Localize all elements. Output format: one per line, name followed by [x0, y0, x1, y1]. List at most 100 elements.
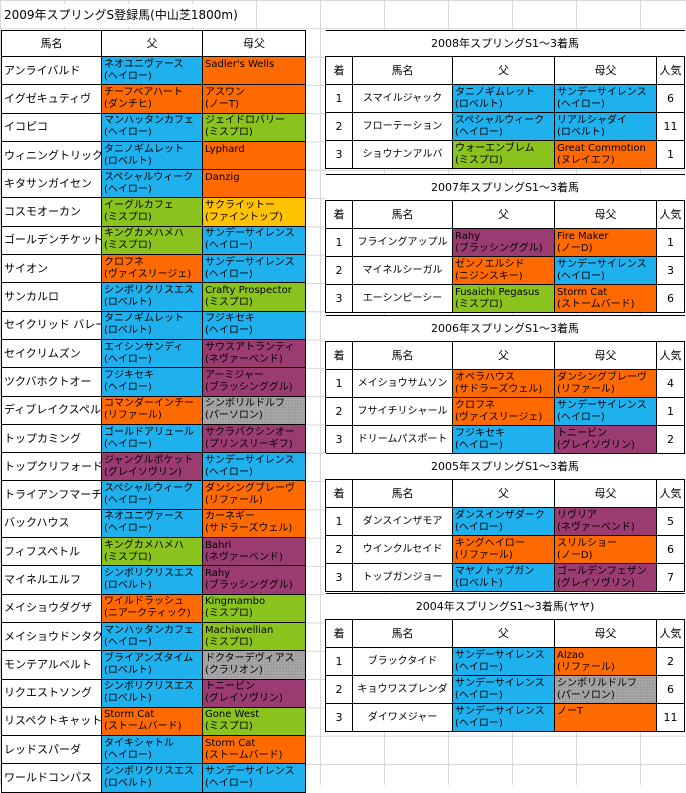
- column-header: 母父: [554, 56, 657, 85]
- results-table: 2004年スプリングS1～3着馬(ヤヤ) 着馬名父母父 人気 1 ブラックタイド サンデー…: [325, 593, 686, 732]
- result-row: 2 フサイチリシャール クロフネ (ヴァイスリージェ) サンデーサイレンス (ヘイロー) 1: [325, 397, 686, 426]
- header-row: 着馬名父母父 人気: [325, 341, 686, 370]
- pedigree-line: (グレイソヴリン): [557, 439, 635, 451]
- pedigree-line: (ブラッシンググル): [205, 579, 293, 591]
- sire-cell: イーグルカフェ (ミスプロ): [101, 197, 203, 227]
- pedigree-name: ダンスインザダーク: [455, 509, 545, 521]
- popularity: 1: [655, 397, 686, 426]
- pedigree-name: Lyphard: [205, 143, 245, 155]
- pedigree-name: トニービン: [205, 681, 255, 693]
- finish-position: 3: [325, 140, 353, 169]
- pedigree-name: サクライットー: [205, 200, 275, 212]
- finish-position: 2: [325, 535, 353, 564]
- broodmare-sire-cell: サンデーサイレンス (ヘイロー): [202, 452, 306, 482]
- popularity: 5: [655, 507, 686, 536]
- pedigree-line: (ロベルト): [104, 778, 152, 790]
- pedigree-name: マンハッタンカフェ: [104, 624, 194, 636]
- pedigree-line: (ミスプロ): [455, 154, 503, 166]
- broodmare-sire-cell: Bahri (ネヴァーベンド): [202, 537, 306, 567]
- broodmare-sire-cell: トニービン (グレイソヴリン): [202, 678, 306, 708]
- pedigree-name: フジキセキ: [455, 427, 505, 439]
- pedigree-name: Storm Cat: [557, 286, 608, 298]
- result-row: 3 ドリームパスポート フジキセキ (ヘイロー) トニービン (グレイソヴリン) 2: [325, 425, 686, 454]
- pedigree-line: (グレイソヴリン): [557, 577, 635, 589]
- broodmare-sire-cell: ダンシングブレーヴ (リファール): [202, 480, 306, 510]
- column-header: 父: [452, 619, 555, 648]
- header-row: 馬名父母父: [1, 30, 306, 57]
- pedigree-line: (ミスプロ): [455, 298, 503, 310]
- pedigree-name: サンデーサイレンス: [455, 677, 545, 689]
- broodmare-sire-cell: ドクターデヴィアス (クラリオン): [202, 650, 306, 680]
- pedigree-name: サンデーサイレンス: [205, 454, 295, 466]
- pedigree-name: リアルシャダイ: [557, 114, 627, 126]
- column-header: 人気: [655, 200, 686, 229]
- pedigree-line: (ヘイロー): [205, 778, 253, 790]
- sire-cell: Fusaichi Pegasus (ミスプロ): [452, 284, 555, 313]
- popularity: 1: [655, 228, 686, 257]
- pedigree-line: (ヘイロー): [205, 466, 253, 478]
- pedigree-name: タニノギムレット: [104, 143, 184, 155]
- broodmare-sire-cell: Lyphard: [202, 140, 306, 171]
- sire-cell: ウォーエンブレム (ミスプロ): [452, 140, 555, 169]
- pedigree-line: (ヘイロー): [455, 661, 503, 673]
- pedigree-name: クロフネ: [455, 399, 495, 411]
- broodmare-sire-cell: シンボリルドルフ (パーソロン): [202, 395, 306, 425]
- pedigree-line: (ロベルト): [104, 325, 152, 337]
- results-caption: 2005年スプリングS1～3着馬: [325, 453, 685, 480]
- pedigree-line: (ヘイロー): [104, 749, 152, 761]
- broodmare-sire-cell: カーネギー (サドラーズウェル): [202, 508, 306, 539]
- pedigree-line: (パーソロン): [205, 410, 263, 422]
- sire-cell: チーフベアハート (ダンチヒ): [101, 84, 203, 114]
- popularity: 6: [655, 84, 686, 113]
- pedigree-name: ネオユニヴァース: [104, 511, 184, 523]
- sire-cell: ネオユニヴァース (ヘイロー): [101, 508, 203, 539]
- pedigree-name: Sadler's Wells: [205, 58, 275, 70]
- pedigree-name: マンハッタンカフェ: [104, 115, 194, 127]
- finish-position: 3: [325, 425, 353, 454]
- sire-cell: オペラハウス (サドラーズウェル): [452, 369, 555, 398]
- pedigree-line: (ネヴァーベンド): [557, 521, 635, 533]
- horse-row: ツクバホクトオー フジキセキ (ヘイロー) アーミジャー (ブラッシンググル): [1, 367, 306, 397]
- horse-name: ワールドコンパス: [1, 763, 102, 793]
- horse-name: レッドスパーダ: [1, 735, 102, 765]
- pedigree-line: (ロベルト): [104, 297, 152, 309]
- registered-horses-table: 馬名父母父 アンライバルド ネオユニヴァース (ヘイロー) Sadler's Wells…: [1, 30, 306, 793]
- broodmare-sire-cell: ダンシングブレーヴ (リファール): [554, 369, 657, 398]
- column-header: 馬名: [1, 30, 102, 57]
- column-header: 母父: [554, 619, 657, 648]
- pedigree-name: スペシャルウィーク: [104, 483, 194, 495]
- sire-cell: サンデーサイレンス (ヘイロー): [452, 647, 555, 676]
- column-header: 父: [452, 341, 555, 370]
- sire-cell: マンハッタンカフェ (ヘイロー): [101, 112, 203, 142]
- pedigree-line: (ヘイロー): [455, 689, 503, 701]
- pedigree-line: (リファール): [104, 410, 162, 422]
- pedigree-line: (ヘイロー): [455, 439, 503, 451]
- pedigree-line: (ロベルト): [104, 579, 152, 591]
- pedigree-name: ダンシングブレーヴ: [205, 483, 295, 495]
- pedigree-line: (ヘイロー): [104, 353, 152, 365]
- horse-name: メイショウドンタク: [1, 621, 102, 652]
- horse-name: フサイチリシャール: [352, 397, 453, 426]
- pedigree-line: (ノーD): [557, 549, 593, 561]
- sire-cell: コマンダーインチー (リファール): [101, 395, 203, 425]
- pedigree-line: (ヘイロー): [104, 523, 152, 535]
- horse-row: メイショウダグザ ワイルドラッシュ (ニアークティック) Kingmambo (ミスプロ…: [1, 593, 306, 623]
- pedigree-line: (ヘイロー): [104, 636, 152, 648]
- pedigree-line: (ヴァイスリージェ): [455, 411, 543, 423]
- pedigree-name: エイシンサンディ: [104, 341, 184, 353]
- sire-cell: クロフネ (ヴァイスリージェ): [452, 397, 555, 426]
- broodmare-sire-cell: リヴリア (ネヴァーベンド): [554, 507, 657, 536]
- pedigree-line: (ストームバード): [205, 749, 283, 761]
- result-row: 3 ダイワメジャー サンデーサイレンス (ヘイロー) ノーT 11: [325, 703, 686, 732]
- broodmare-sire-cell: サウスアトランティ (ネヴァーベンド): [202, 338, 306, 369]
- horse-name: ダンスインザモア: [352, 507, 453, 536]
- pedigree-name: カーネギー: [205, 511, 255, 523]
- horse-row: セイクリムズン エイシンサンディ (ヘイロー) サウスアトランティ (ネヴァーベンド): [1, 338, 306, 369]
- results-caption-row: 2008年スプリングS1～3着馬: [325, 30, 685, 57]
- pedigree-name: Alzao: [557, 649, 585, 661]
- pedigree-line: (ロベルト): [104, 664, 152, 676]
- horse-row: セイクリッド バレー タニノギムレット (ロベルト) フジキセキ (ヘイロー): [1, 310, 306, 340]
- broodmare-sire-cell: リアルシャダイ (ロベルト): [554, 112, 657, 141]
- pedigree-name: ウォーエンブレム: [455, 142, 535, 154]
- horse-row: ゴールデンチケット キングカメハメハ (ミスプロ) サンデーサイレンス (ヘイロー): [1, 225, 306, 256]
